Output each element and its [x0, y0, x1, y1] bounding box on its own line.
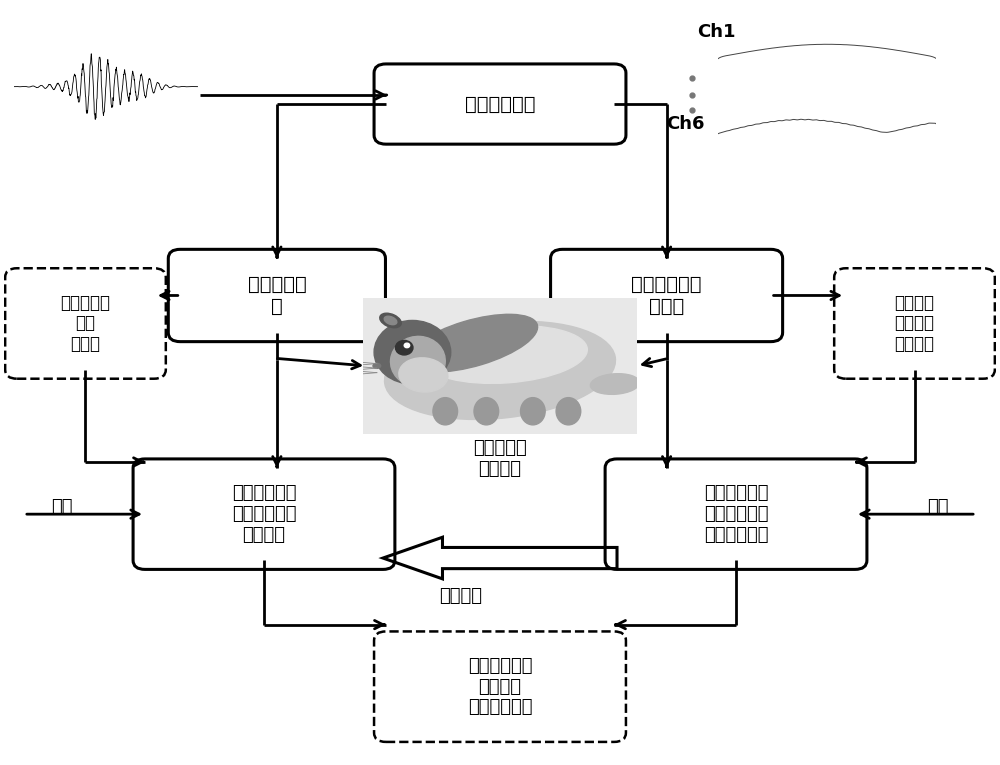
Text: 刺激强度
刺激频率
刺激位置: 刺激强度 刺激频率 刺激位置	[895, 294, 935, 353]
FancyBboxPatch shape	[605, 459, 867, 569]
Text: 相关程度: 相关程度	[439, 587, 482, 605]
Text: 原始语音诱发
下丘神经响应
定量模型: 原始语音诱发 下丘神经响应 定量模型	[232, 484, 296, 544]
Text: 特定编码电刺
激信号: 特定编码电刺 激信号	[631, 275, 702, 316]
Text: Ch1: Ch1	[697, 23, 735, 41]
Text: 语音编码策略: 语音编码策略	[465, 95, 535, 113]
Text: 原始声调语
音: 原始声调语 音	[248, 275, 306, 316]
Text: 特定编码语音
诱发下丘神经
响应定量模型: 特定编码语音 诱发下丘神经 响应定量模型	[704, 484, 768, 544]
Text: 神经发放速率
发放间隔
三维空间分布: 神经发放速率 发放间隔 三维空间分布	[468, 657, 532, 717]
Text: 麻醉状态下
豚鼠下丘: 麻醉状态下 豚鼠下丘	[473, 439, 527, 477]
FancyBboxPatch shape	[133, 459, 395, 569]
FancyBboxPatch shape	[168, 249, 385, 342]
Text: 影响: 影响	[928, 497, 949, 516]
FancyBboxPatch shape	[374, 64, 626, 144]
FancyBboxPatch shape	[5, 269, 166, 379]
Text: 第二共振峰
基频
声压级: 第二共振峰 基频 声压级	[60, 294, 110, 353]
FancyBboxPatch shape	[551, 249, 783, 342]
FancyBboxPatch shape	[834, 269, 995, 379]
FancyBboxPatch shape	[374, 631, 626, 742]
Text: 检验
评估: 检验 评估	[480, 360, 500, 398]
Text: Ch6: Ch6	[666, 115, 705, 132]
Text: 影响: 影响	[51, 497, 72, 516]
